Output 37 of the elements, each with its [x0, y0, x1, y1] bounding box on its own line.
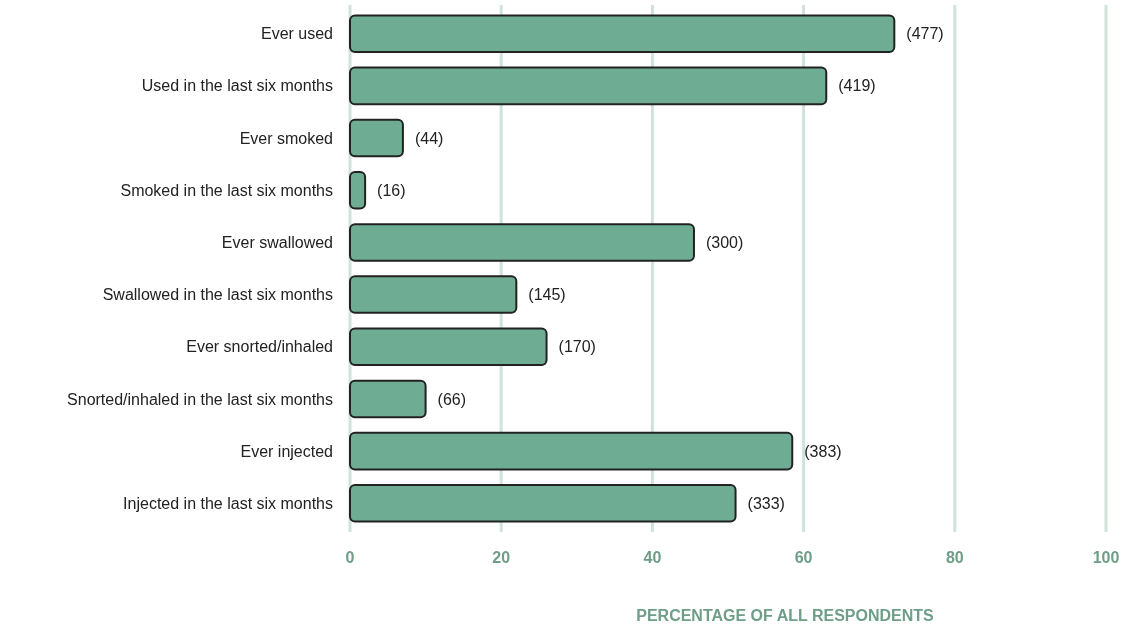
y-tick-label: Ever used	[260, 25, 333, 43]
annotation: (66)	[437, 390, 467, 408]
x-tick-label: 60	[794, 549, 813, 566]
bar	[349, 275, 518, 314]
y-tick-label: Ever swallowed	[221, 234, 333, 252]
y-tick-label: Snorted/inhaled in the last six months	[67, 390, 333, 408]
bar	[349, 327, 548, 367]
annotation: (44)	[414, 129, 444, 147]
bar	[349, 14, 896, 53]
bar	[349, 431, 794, 471]
annotation: (300)	[705, 234, 744, 252]
y-tick-label: Ever smoked	[239, 129, 333, 147]
y-tick-label: Used in the last six months	[141, 77, 333, 95]
bar	[349, 170, 367, 210]
y-tick-label: Injected in the last six months	[123, 494, 333, 512]
x-tick-label: 0	[345, 549, 355, 566]
annotation: (383)	[804, 442, 842, 460]
annotation: (419)	[838, 77, 876, 95]
bar	[349, 484, 737, 523]
x-tick-label: 40	[643, 549, 662, 566]
x-tick-label: 100	[1092, 549, 1120, 566]
bar	[349, 118, 404, 158]
x-tick-label: 20	[492, 549, 511, 566]
annotation: (16)	[377, 181, 406, 199]
annotation: (145)	[528, 286, 566, 304]
bar	[349, 379, 427, 419]
y-tick-label: Swallowed in the last six months	[102, 286, 333, 304]
y-tick-label: Smoked in the last six months	[120, 181, 333, 199]
y-tick-label: Ever injected	[240, 442, 333, 460]
x-axis-title: PERCENTAGE OF ALL RESPONDENTS	[636, 607, 935, 624]
bar	[349, 66, 828, 106]
x-tick-label: 80	[945, 549, 964, 566]
annotation: (477)	[906, 25, 944, 43]
annotation: (170)	[558, 338, 596, 356]
bar	[349, 223, 695, 262]
y-tick-label: Ever snorted/inhaled	[186, 338, 333, 356]
annotation: (333)	[747, 494, 785, 512]
